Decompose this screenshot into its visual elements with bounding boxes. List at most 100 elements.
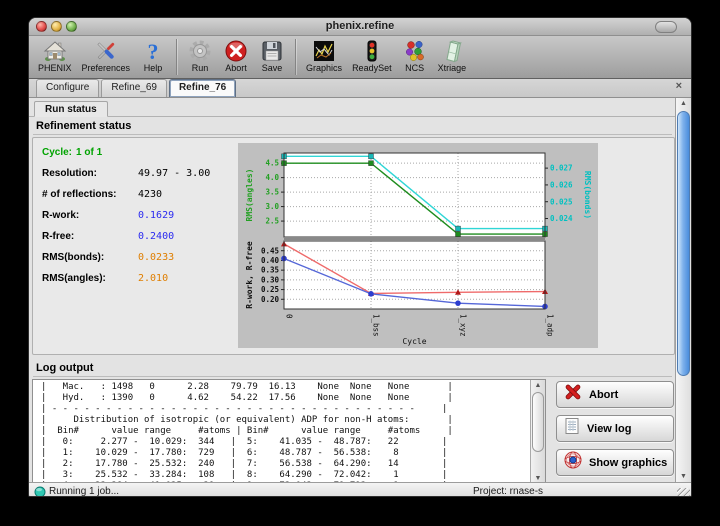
abort-x-icon	[563, 382, 583, 407]
status-message: Running 1 job...	[49, 486, 120, 497]
cycle-label: Cycle:	[42, 147, 73, 158]
log-line: | Bin# value range #atoms | Bin# value r…	[41, 426, 453, 436]
toolbar-item-phenix[interactable]: PHENIX	[33, 36, 77, 78]
log-row: | Mac. : 1498 0 2.28 79.79 16.13 None No…	[32, 379, 676, 482]
toolbar-item-readyset[interactable]: ReadySet	[347, 36, 397, 78]
abort-button-label: Abort	[589, 388, 619, 401]
readyset-trafficlight-icon	[359, 38, 385, 64]
title-bar[interactable]: phenix.refine	[29, 18, 691, 36]
toolbar-item-graphics[interactable]: Graphics	[301, 36, 347, 78]
svg-text:1_adp: 1_adp	[546, 314, 555, 337]
project-label: Project: rnase-s	[473, 486, 544, 497]
scroll-up-icon[interactable]: ▲	[534, 382, 542, 389]
stat-label: R-work:	[42, 210, 80, 221]
log-line: | - - - - - - - - - - - - - - - - - - - …	[41, 404, 448, 414]
toolbar-toggle-button[interactable]	[655, 21, 677, 33]
save-floppy-icon	[259, 38, 285, 64]
stat-label: Resolution:	[42, 168, 97, 179]
resize-grip[interactable]	[677, 488, 690, 496]
stat-row-r-work: R-work: 0.1629	[33, 210, 674, 231]
toolbar-item-label: ReadySet	[352, 63, 392, 73]
status-bar: Running 1 job... Project: rnase-s	[29, 482, 691, 497]
toolbar-item-label: Abort	[225, 63, 247, 73]
vertical-scrollbar-thumb[interactable]	[677, 111, 690, 376]
window-controls	[36, 21, 77, 32]
log-text: | Mac. : 1498 0 2.28 79.79 16.13 None No…	[33, 380, 545, 482]
svg-text:RMS(bonds): RMS(bonds)	[583, 171, 592, 219]
stat-label: RMS(bonds):	[42, 252, 105, 263]
scroll-down-icon[interactable]: ▼	[534, 475, 542, 482]
svg-text:4.0: 4.0	[265, 173, 279, 182]
divider	[33, 134, 672, 135]
toolbar-item-label: PHENIX	[38, 63, 72, 73]
log-line: | 0: 2.277 - 10.029: 344 | 5: 41.035 - 4…	[41, 437, 448, 447]
toolbar-item-preferences[interactable]: Preferences	[77, 36, 136, 78]
phenix-home-icon	[42, 38, 68, 64]
divider	[33, 376, 672, 377]
toolbar-item-xtriage[interactable]: Xtriage	[433, 36, 472, 78]
svg-text:1_bss: 1_bss	[372, 314, 381, 337]
stat-value: 49.97 - 3.00	[138, 168, 211, 179]
stat-label: # of reflections:	[42, 189, 117, 200]
toolbar-item-help[interactable]: ? Help	[135, 36, 171, 78]
preferences-tools-icon	[93, 38, 119, 64]
refinement-chart: 2.5 3.0 3.5 4.0 4.5 0.024 0.025 0.026 0.027 RMS(a…	[238, 143, 598, 348]
log-line: | Mac. : 1498 0 2.28 79.79 16.13 None No…	[41, 382, 453, 392]
tab-configure[interactable]: Configure	[36, 79, 100, 97]
stat-label: R-free:	[42, 231, 75, 242]
toolbar-item-abort[interactable]: Abort	[218, 36, 254, 78]
refinement-status-heading: Refinement status	[36, 120, 132, 132]
stat-value: 4230	[138, 189, 163, 200]
abort-circle-icon	[223, 38, 249, 64]
main-toolbar: PHENIX Preferences ?	[29, 36, 691, 79]
toolbar-item-save[interactable]: Save	[254, 36, 290, 78]
toolbar-item-label: Help	[143, 63, 163, 73]
show-graphics-button[interactable]: Show graphics	[556, 449, 674, 476]
svg-text:0.027: 0.027	[550, 164, 573, 173]
log-scrollbar-thumb[interactable]	[532, 392, 544, 452]
log-line: | 2: 17.780 - 25.532: 240 | 7: 56.538 - …	[41, 459, 448, 469]
tab-refine-69[interactable]: Refine_69	[101, 79, 167, 97]
vertical-scrollbar[interactable]: ▲ ▼	[675, 98, 691, 482]
log-output-box: | Mac. : 1498 0 2.28 79.79 16.13 None No…	[32, 379, 546, 482]
stat-row-rms-bonds: RMS(bonds): 0.0233	[33, 252, 674, 273]
running-status-icon	[34, 486, 46, 496]
view-log-button[interactable]: View log	[556, 415, 674, 442]
tab-refine-76[interactable]: Refine_76	[168, 79, 237, 97]
cycle-value: 1 of 1	[76, 147, 103, 158]
close-window-button[interactable]	[36, 21, 47, 32]
xtriage-crystal-icon	[439, 38, 465, 64]
svg-text:2.5: 2.5	[265, 217, 279, 226]
zoom-window-button[interactable]	[66, 21, 77, 32]
cycle-row: Cycle: 1 of 1	[33, 138, 674, 168]
log-line: | Hyd. : 1390 0 4.62 54.22 17.56 None No…	[41, 393, 453, 403]
svg-text:R-work, R-free: R-work, R-free	[245, 241, 254, 309]
toolbar-item-ncs[interactable]: NCS	[397, 36, 433, 78]
scroll-area: Refinement status Cycle: 1 of 1 Resoluti…	[29, 116, 676, 482]
phenix-refine-window: phenix.refine PHENIX	[28, 17, 692, 497]
svg-text:Cycle: Cycle	[402, 337, 426, 346]
action-buttons: Abort View log	[556, 379, 674, 482]
scroll-down-icon[interactable]: ▼	[680, 473, 687, 480]
graphics-icon	[311, 38, 337, 64]
toolbar-separator	[295, 39, 297, 75]
stat-value: 0.2400	[138, 231, 175, 242]
refinement-stats-panel: Cycle: 1 of 1 Resolution: 49.97 - 3.00 #…	[32, 137, 675, 355]
tab-run-status[interactable]: Run status	[34, 101, 108, 117]
scroll-up-icon[interactable]: ▲	[680, 100, 687, 107]
svg-text:0.30: 0.30	[261, 275, 280, 284]
help-question-icon: ?	[140, 38, 166, 64]
toolbar-item-label: NCS	[405, 63, 425, 73]
toolbar-item-label: Graphics	[306, 63, 343, 73]
toolbar-separator	[176, 39, 178, 75]
minimize-window-button[interactable]	[51, 21, 62, 32]
view-log-icon	[563, 417, 581, 440]
abort-button[interactable]: Abort	[556, 381, 674, 408]
svg-text:1_xyz: 1_xyz	[459, 314, 468, 337]
log-scrollbar[interactable]: ▲ ▼	[530, 380, 545, 482]
toolbar-item-run[interactable]: Run	[182, 36, 218, 78]
svg-text:0.025: 0.025	[550, 197, 573, 206]
tab-close-icon[interactable]: ×	[675, 80, 682, 92]
svg-text:0.40: 0.40	[261, 256, 280, 265]
stat-row-rms-angles: RMS(angles): 2.010	[33, 273, 674, 294]
